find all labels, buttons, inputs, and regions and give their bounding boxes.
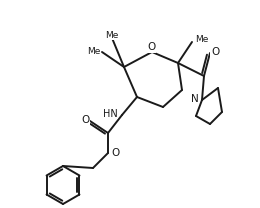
Text: N: N xyxy=(191,94,199,104)
Text: Me: Me xyxy=(195,36,208,45)
Text: O: O xyxy=(147,42,155,52)
Text: O: O xyxy=(211,47,219,57)
Text: O: O xyxy=(81,115,89,125)
Text: Me: Me xyxy=(87,47,100,57)
Text: Me: Me xyxy=(105,31,119,40)
Text: O: O xyxy=(111,148,119,158)
Text: HN: HN xyxy=(103,109,118,119)
